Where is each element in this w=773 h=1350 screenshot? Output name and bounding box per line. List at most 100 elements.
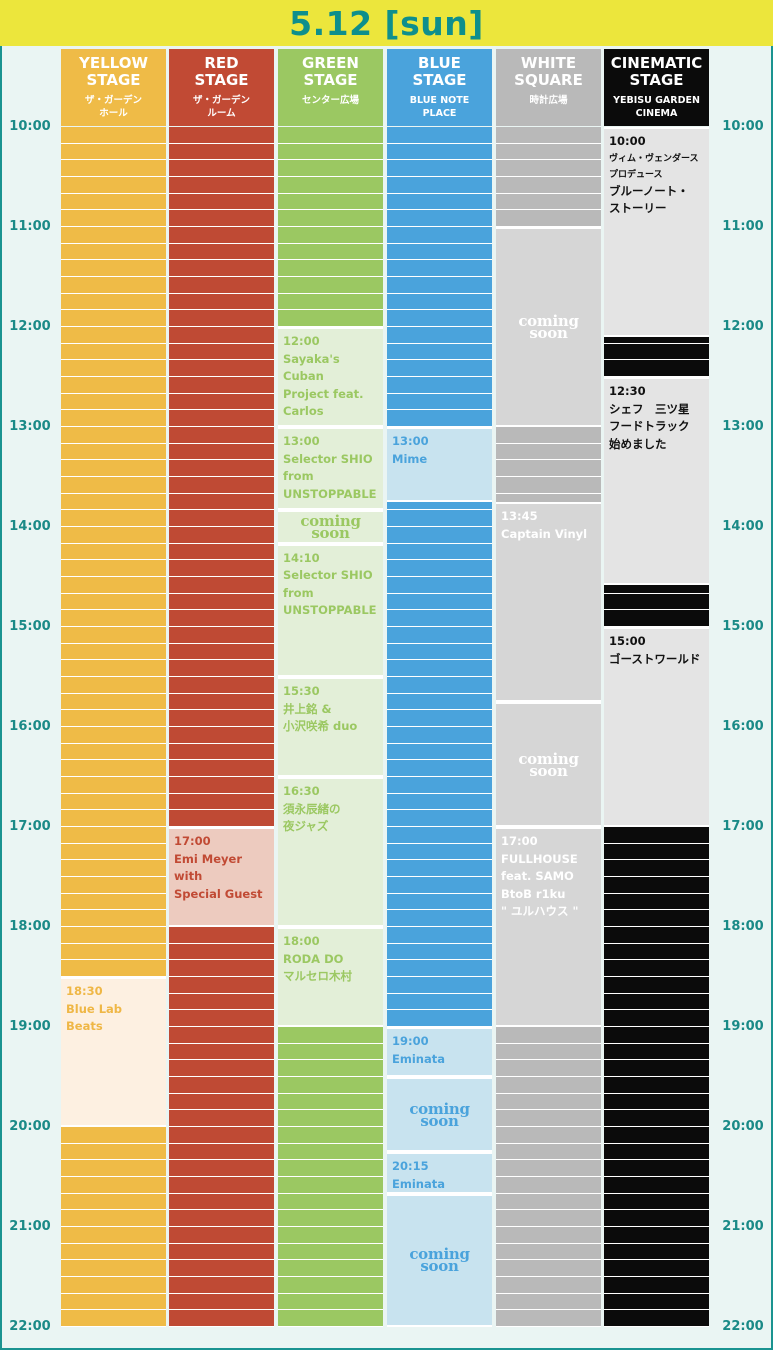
time-slot xyxy=(604,843,709,861)
event-block[interactable]: 19:00 Eminata xyxy=(387,1027,492,1077)
stage-column-red xyxy=(169,127,274,1327)
time-slot xyxy=(61,227,166,244)
stage-name: BLUE STAGE xyxy=(412,54,467,89)
stage-venue: 時計広場 xyxy=(529,95,568,106)
time-slot xyxy=(169,1127,274,1144)
event-block[interactable]: 16:30 須永辰緒の 夜ジャズ xyxy=(278,777,383,927)
event-title: Eminata xyxy=(392,1051,445,1066)
event-block[interactable]: 10:00 ヴィム・ヴェンダース プロデュース ブルーノート・ ストーリー xyxy=(604,127,709,337)
time-slot xyxy=(169,1210,274,1227)
time-label-left: 10:00 xyxy=(9,119,51,134)
time-slot xyxy=(61,1177,166,1194)
time-slot xyxy=(604,910,709,927)
time-label-right: 16:00 xyxy=(722,719,764,734)
time-slot xyxy=(604,1293,709,1311)
time-slot xyxy=(61,410,166,427)
time-slot xyxy=(169,1177,274,1194)
time-slot xyxy=(61,493,166,511)
event-time: 13:00 xyxy=(392,434,429,448)
event-block[interactable]: 17:00 FULLHOUSE feat. SAMO BtoB r1ku " ユル… xyxy=(496,827,601,1027)
time-slot xyxy=(496,143,601,161)
time-slot xyxy=(496,1193,601,1211)
time-slot xyxy=(496,1293,601,1311)
time-slot xyxy=(387,693,492,711)
time-slot xyxy=(387,760,492,777)
time-slot xyxy=(169,360,274,377)
time-slot xyxy=(387,177,492,194)
time-slot xyxy=(387,960,492,977)
event-block[interactable]: 13:00 Selector SHIO from UNSTOPPABLE xyxy=(278,427,383,511)
time-slot xyxy=(278,1093,383,1111)
time-slot xyxy=(61,243,166,261)
time-slot xyxy=(604,943,709,961)
time-slot xyxy=(496,1110,601,1127)
event-block[interactable]: 13:45 Captain Vinyl xyxy=(496,502,601,702)
stage-venue: センター広場 xyxy=(301,95,359,106)
event-block[interactable]: 12:00 Sayaka's Cuban Project feat. Carlos xyxy=(278,327,383,427)
event-block[interactable]: 15:00 ゴーストワールド xyxy=(604,627,709,827)
time-slot xyxy=(61,843,166,861)
time-slot xyxy=(387,843,492,861)
time-label-left: 12:00 xyxy=(9,319,51,334)
time-slot xyxy=(169,193,274,211)
time-label-left: 20:00 xyxy=(9,1119,51,1134)
event-block[interactable]: 12:30 シェフ 三ツ星 フードトラック 始めました xyxy=(604,377,709,585)
time-slot xyxy=(496,1277,601,1294)
time-slot xyxy=(278,1193,383,1211)
time-slot xyxy=(169,310,274,327)
page-header: 5.12 [sun] xyxy=(0,0,773,46)
time-slot xyxy=(496,1060,601,1077)
time-slot xyxy=(278,1210,383,1227)
time-slot xyxy=(61,327,166,344)
time-slot xyxy=(61,827,166,844)
time-slot xyxy=(169,1160,274,1177)
time-label-right: 11:00 xyxy=(722,219,764,234)
time-slot xyxy=(604,610,709,627)
time-slot xyxy=(604,1243,709,1261)
time-slot xyxy=(61,793,166,811)
event-title: 井上銘 & 小沢咲希 duo xyxy=(283,701,358,734)
time-slot xyxy=(387,610,492,627)
time-slot xyxy=(604,1127,709,1144)
time-slot xyxy=(169,577,274,594)
time-slot xyxy=(387,527,492,544)
event-block[interactable]: 18:30 Blue Lab Beats xyxy=(61,977,166,1127)
stage-name: RED STAGE xyxy=(194,54,249,89)
time-slot xyxy=(604,827,709,844)
event-block[interactable]: 13:00 Mime xyxy=(387,427,492,502)
time-slot xyxy=(387,277,492,294)
time-slot xyxy=(387,310,492,327)
time-slot xyxy=(496,443,601,461)
time-slot xyxy=(169,543,274,561)
event-title: Eminata xyxy=(392,1176,445,1191)
coming-soon-label: coming soon xyxy=(300,511,361,542)
event-time: 18:00 xyxy=(283,934,320,948)
event-block[interactable]: 14:10 Selector SHIO from UNSTOPPABLE xyxy=(278,543,383,677)
time-slot xyxy=(387,677,492,694)
time-slot xyxy=(604,1310,709,1327)
time-slot xyxy=(61,810,166,827)
time-slot xyxy=(604,977,709,994)
time-slot xyxy=(61,727,166,744)
event-block[interactable]: 15:30 井上銘 & 小沢咲希 duo xyxy=(278,677,383,777)
time-label-left: 17:00 xyxy=(9,819,51,834)
time-slot xyxy=(496,1093,601,1111)
event-block[interactable]: 18:00 RODA DO マルセロ木村 xyxy=(278,927,383,1027)
coming-soon-block: coming soon xyxy=(496,702,601,827)
time-slot xyxy=(169,493,274,511)
time-slot xyxy=(387,227,492,244)
time-slot xyxy=(278,1293,383,1311)
time-slot xyxy=(278,1043,383,1061)
time-slot xyxy=(496,1027,601,1044)
coming-soon-label: coming soon xyxy=(409,1099,470,1130)
event-block[interactable]: 20:15 Eminata xyxy=(387,1152,492,1194)
event-title: Captain Vinyl xyxy=(501,526,588,541)
event-block[interactable]: 17:00 Emi Meyer with Special Guest xyxy=(169,827,274,927)
time-slot xyxy=(387,343,492,361)
time-slot xyxy=(604,1027,709,1044)
time-slot xyxy=(61,660,166,677)
time-slot xyxy=(61,177,166,194)
time-slot xyxy=(278,1260,383,1277)
time-slot xyxy=(604,927,709,944)
time-slot xyxy=(278,260,383,277)
